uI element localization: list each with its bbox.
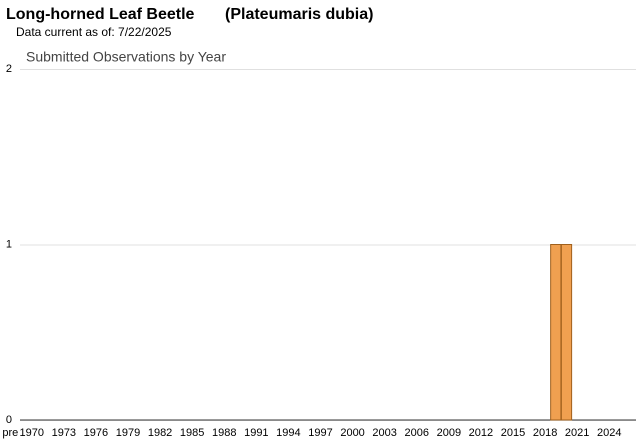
x-tick-label: 2024 (597, 427, 621, 439)
x-tick-label: 1988 (212, 427, 236, 439)
chart-title: Long-horned Leaf Beetle (6, 6, 195, 23)
x-tick-label: 2015 (501, 427, 525, 439)
scientific-name: (Plateumaris dubia) (225, 6, 373, 23)
y-tick-label: 2 (6, 63, 12, 75)
x-tick-label: 1970 (19, 427, 43, 439)
x-tick-label: 2018 (533, 427, 557, 439)
x-tick-label: 1991 (244, 427, 268, 439)
x-tick-label: pre (2, 427, 18, 439)
x-tick-label: 1973 (52, 427, 76, 439)
x-tick-label: 1979 (116, 427, 140, 439)
x-tick-label: 2009 (437, 427, 461, 439)
x-tick-label: 2000 (340, 427, 364, 439)
x-tick-label: 2006 (405, 427, 429, 439)
bar (550, 244, 562, 421)
x-tick-label: 1997 (308, 427, 332, 439)
x-tick-label: 1976 (84, 427, 108, 439)
y-tick-label: 1 (6, 238, 12, 250)
plot-title: Submitted Observations by Year (26, 49, 226, 65)
x-tick-label: 2003 (372, 427, 396, 439)
y-tick-label: 0 (6, 414, 12, 426)
x-tick-label: 1985 (180, 427, 204, 439)
x-tick-label: 1994 (276, 427, 300, 439)
x-tick-label: 2012 (469, 427, 493, 439)
x-tick-label: 1982 (148, 427, 172, 439)
subtitle: Data current as of: 7/22/2025 (16, 25, 172, 39)
x-tick-label: 2021 (565, 427, 589, 439)
bar (560, 244, 573, 421)
